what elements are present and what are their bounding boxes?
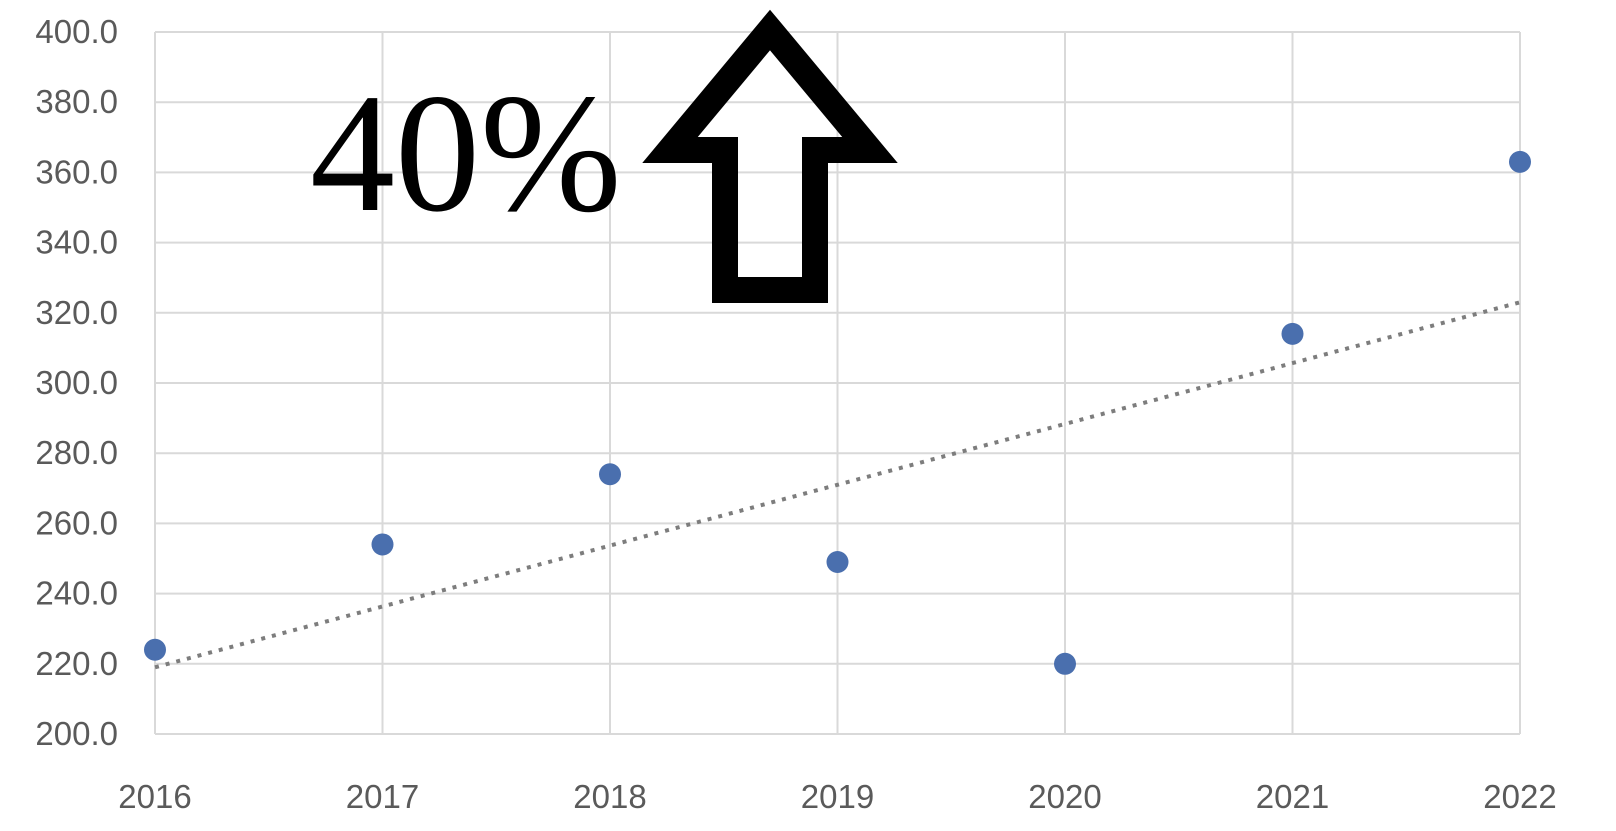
x-tick-label: 2016 — [118, 778, 191, 815]
data-point — [1509, 150, 1531, 173]
data-point — [826, 551, 849, 574]
x-tick-label: 2019 — [801, 778, 874, 815]
y-tick-label: 380.0 — [35, 83, 118, 120]
up-arrow-icon — [642, 9, 898, 303]
x-tick-label: 2018 — [573, 778, 646, 815]
trendline — [154, 300, 1521, 670]
grid-lines — [154, 31, 1521, 735]
y-tick-label: 240.0 — [35, 575, 118, 612]
y-tick-label: 200.0 — [35, 715, 118, 752]
y-tick-label: 300.0 — [35, 364, 118, 401]
x-tick-label: 2020 — [1028, 778, 1101, 815]
data-point — [1054, 652, 1076, 675]
x-tick-label: 2017 — [346, 778, 419, 815]
data-point — [599, 463, 621, 486]
data-point — [144, 638, 166, 661]
y-tick-label: 360.0 — [35, 153, 118, 190]
x-tick-label: 2021 — [1256, 778, 1329, 815]
y-tick-label: 340.0 — [35, 224, 118, 261]
y-tick-label: 260.0 — [35, 504, 118, 541]
annotation-text: 40% — [310, 59, 622, 247]
y-tick-label: 220.0 — [35, 645, 118, 682]
y-tick-label: 280.0 — [35, 434, 118, 471]
x-tick-label: 2022 — [1483, 778, 1556, 815]
data-point — [1281, 322, 1304, 345]
x-axis-tick-labels: 2016 2017 2018 2019 2020 2021 2022 — [118, 778, 1556, 815]
y-axis-tick-labels: 200.0 220.0 240.0 260.0 280.0 300.0 320.0 340.0… — [35, 13, 118, 752]
data-point — [371, 533, 394, 556]
y-tick-label: 320.0 — [35, 294, 118, 331]
data-points — [144, 150, 1531, 675]
y-tick-label: 400.0 — [35, 13, 118, 50]
